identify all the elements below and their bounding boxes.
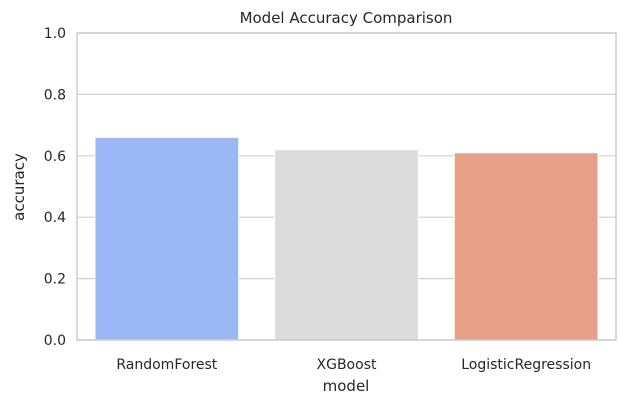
x-tick-label: LogisticRegression — [461, 357, 591, 373]
y-tick-labels: 0.0 0.2 0.4 0.6 0.8 1.0 — [44, 26, 66, 349]
bar-logisticregression — [453, 152, 599, 341]
plot-frame — [76, 32, 617, 341]
x-tick-label: XGBoost — [317, 357, 377, 373]
y-tick-label: 0.4 — [44, 210, 66, 226]
y-tick-label: 1.0 — [44, 26, 66, 42]
x-tick-labels: RandomForest XGBoost LogisticRegression — [116, 357, 591, 373]
x-axis-label: model — [323, 377, 370, 395]
y-tick-label: 0.2 — [44, 272, 66, 288]
y-tick-label: 0.0 — [44, 333, 66, 349]
chart-title: Model Accuracy Comparison — [240, 9, 453, 27]
bars — [94, 136, 599, 341]
y-tick-label: 0.6 — [44, 149, 66, 165]
plot-border — [76, 32, 617, 341]
bar-randomforest — [94, 136, 240, 341]
bar-xgboost — [274, 149, 419, 341]
x-tick-label: RandomForest — [116, 357, 217, 373]
y-axis-label: accuracy — [10, 153, 28, 221]
y-tick-label: 0.8 — [44, 87, 66, 103]
